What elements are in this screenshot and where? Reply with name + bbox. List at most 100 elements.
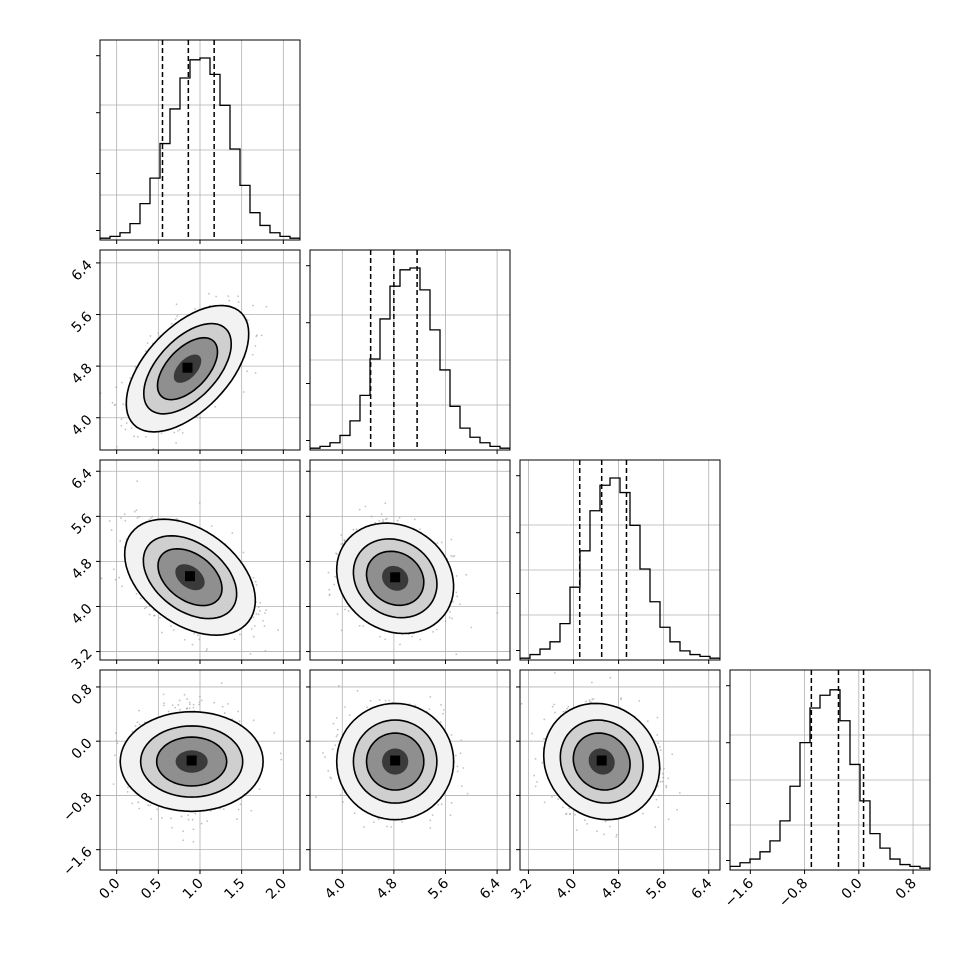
scatter-point: [227, 703, 230, 705]
scatter-point: [340, 543, 343, 545]
scatter-point: [496, 612, 499, 614]
scatter-point: [384, 502, 387, 505]
scatter-point: [178, 699, 181, 702]
scatter-point: [603, 833, 605, 836]
scatter-point: [336, 728, 339, 731]
scatter-point: [567, 705, 570, 708]
scatter-point: [115, 445, 118, 448]
scatter-point: [455, 653, 458, 656]
scatter-point: [455, 591, 458, 594]
scatter-point: [138, 709, 140, 712]
scatter-point: [177, 704, 180, 706]
scatter-point: [429, 696, 432, 698]
scatter-point: [237, 301, 240, 304]
scatter-point: [384, 699, 387, 702]
x-tick-label: −0.8: [776, 876, 811, 911]
y-tick-label: 4.8: [69, 360, 96, 387]
scatter-point: [362, 625, 365, 627]
scatter-point: [255, 584, 258, 586]
scatter-point: [124, 519, 127, 522]
scatter-point: [180, 815, 183, 818]
y-tick-label: 0.0: [69, 736, 96, 763]
x-tick-label: −1.6: [722, 875, 757, 910]
scatter-point: [265, 609, 268, 612]
scatter-point: [162, 693, 165, 696]
scatter-point: [596, 830, 598, 833]
scatter-point: [167, 710, 170, 713]
scatter-point: [119, 540, 122, 542]
scatter-point: [215, 295, 218, 298]
scatter-point: [450, 801, 453, 804]
scatter-point: [551, 796, 553, 798]
scatter-point: [568, 813, 571, 816]
scatter-point: [657, 806, 660, 809]
scatter-point: [378, 519, 381, 522]
scatter-point: [661, 780, 664, 783]
scatter-point: [533, 774, 536, 777]
density-peak: [186, 755, 197, 766]
x-tick-label: 4.8: [374, 876, 401, 903]
scatter-point: [115, 386, 118, 389]
histogram-step-4: [730, 689, 930, 870]
scatter-point: [262, 619, 264, 622]
contour-1: [542, 702, 661, 821]
scatter-point: [442, 712, 444, 715]
scatter-point: [191, 818, 194, 821]
scatter-point: [566, 707, 568, 710]
scatter-point: [120, 418, 123, 421]
scatter-point: [657, 742, 660, 745]
scatter-point: [327, 769, 330, 772]
scatter-point: [153, 614, 155, 617]
scatter-point: [171, 704, 174, 707]
scatter-point: [455, 754, 457, 757]
scatter-point: [551, 705, 554, 708]
scatter-point: [198, 703, 201, 706]
scatter-point: [191, 643, 194, 646]
scatter-point: [143, 721, 146, 724]
scatter-point: [200, 699, 203, 702]
scatter-point: [658, 794, 661, 797]
scatter-point: [574, 813, 576, 816]
scatter-point: [175, 303, 178, 306]
scatter-point: [370, 515, 373, 518]
panel-frame: [729, 669, 931, 871]
scatter-point: [130, 455, 132, 457]
scatter-point: [93, 418, 95, 420]
scatter-point: [237, 295, 239, 298]
scatter-point: [251, 353, 254, 356]
scatter-point: [160, 817, 163, 819]
scatter-point: [334, 575, 337, 578]
panel-frame: [519, 459, 721, 661]
scatter-point: [440, 541, 443, 544]
scatter-point: [257, 613, 260, 616]
scatter-point: [222, 808, 225, 810]
scatter-point: [127, 786, 129, 789]
y-tick-label: 6.4: [69, 466, 96, 493]
scatter-point: [238, 720, 241, 723]
scatter-point: [661, 772, 664, 775]
scatter-point: [444, 620, 447, 622]
scatter-point: [252, 616, 255, 619]
scatter-point: [174, 318, 177, 320]
scatter-point: [138, 807, 141, 810]
x-tick-label: 0.8: [893, 876, 920, 903]
scatter-point: [390, 826, 393, 828]
scatter-point: [659, 746, 661, 748]
scatter-point: [115, 739, 118, 742]
scatter-point: [620, 697, 623, 699]
scatter-point: [188, 707, 191, 710]
scatter-point: [399, 643, 401, 646]
panel-frame: [309, 669, 511, 871]
scatter-point: [173, 431, 176, 434]
scatter-point: [147, 804, 149, 807]
scatter-point: [568, 807, 571, 810]
scatter-point: [160, 432, 163, 434]
scatter-point: [149, 804, 152, 807]
scatter-point: [638, 699, 641, 702]
scatter-point: [121, 585, 123, 588]
scatter-point: [176, 315, 179, 317]
scatter-point: [205, 649, 208, 652]
scatter-point: [655, 798, 658, 801]
scatter-point: [414, 704, 417, 707]
